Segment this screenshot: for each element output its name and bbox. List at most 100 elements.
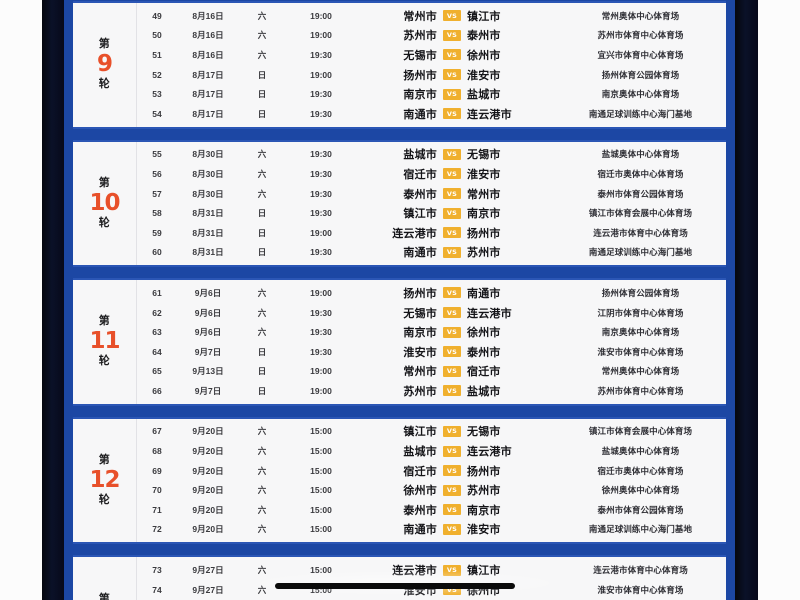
vs-badge: VS [443, 385, 461, 397]
match-date: 8月17日 [192, 69, 224, 80]
table-row[interactable]: 52 8月17日 日 19:00 扬州市 VS 淮安市 扬州体育公园体育场 [137, 65, 726, 85]
away-team[interactable]: 无锡市 [467, 149, 501, 162]
home-team[interactable]: 泰州市 [403, 188, 437, 201]
away-team[interactable]: 淮安市 [467, 69, 501, 82]
vs-cell: VS [437, 168, 467, 180]
table-row[interactable]: 73 9月27日 六 15:00 连云港市 VS 镇江市 连云港市体育中心体育场 [137, 560, 726, 580]
table-row[interactable]: 61 9月6日 六 19:00 扬州市 VS 南通市 扬州体育公园体育场 [137, 283, 726, 303]
home-team[interactable]: 无锡市 [403, 49, 437, 62]
match-number: 60 [152, 247, 162, 258]
match-venue: 常州奥体中心体育场 [601, 366, 680, 377]
away-team[interactable]: 盐城市 [467, 385, 501, 398]
home-team[interactable]: 徐州市 [403, 485, 437, 498]
match-date: 8月16日 [192, 49, 224, 60]
match-date: 9月6日 [194, 287, 222, 298]
home-team[interactable]: 淮安市 [403, 346, 437, 359]
match-weekday: 六 [257, 565, 267, 576]
away-team[interactable]: 宿迁市 [467, 366, 501, 379]
away-team[interactable]: 苏州市 [467, 485, 501, 498]
away-team[interactable]: 扬州市 [467, 465, 501, 478]
home-team[interactable]: 南通市 [403, 247, 437, 260]
table-row[interactable]: 69 9月20日 六 15:00 宿迁市 VS 扬州市 宿迁市奥体中心体育场 [137, 461, 726, 481]
table-row[interactable]: 68 9月20日 六 15:00 盐城市 VS 连云港市 盐城奥体中心体育场 [137, 441, 726, 461]
table-row[interactable]: 60 8月31日 日 19:30 南通市 VS 苏州市 南通足球训练中心海门基地 [137, 243, 726, 263]
home-team[interactable]: 盐城市 [403, 149, 437, 162]
away-team[interactable]: 连云港市 [467, 307, 512, 320]
home-team[interactable]: 扬州市 [403, 69, 437, 82]
away-team[interactable]: 泰州市 [467, 346, 501, 359]
away-team[interactable]: 淮安市 [467, 168, 501, 181]
match-number: 65 [152, 366, 162, 377]
table-row[interactable]: 59 8月31日 日 19:00 连云港市 VS 扬州市 连云港市体育中心体育场 [137, 223, 726, 243]
away-team[interactable]: 南京市 [467, 208, 501, 221]
home-team[interactable]: 盐城市 [403, 446, 437, 459]
match-number: 52 [152, 69, 162, 80]
home-team[interactable]: 连云港市 [392, 565, 437, 578]
table-row[interactable]: 64 9月7日 日 19:30 淮安市 VS 泰州市 淮安市体育中心体育场 [137, 342, 726, 362]
home-team[interactable]: 镇江市 [403, 208, 437, 221]
table-row[interactable]: 55 8月30日 六 19:30 盐城市 VS 无锡市 盐城奥体中心体育场 [137, 145, 726, 165]
round-number: 12 [89, 466, 120, 493]
table-row[interactable]: 51 8月16日 六 19:30 无锡市 VS 徐州市 宜兴市体育中心体育场 [137, 45, 726, 65]
table-row[interactable]: 67 9月20日 六 15:00 镇江市 VS 无锡市 镇江市体育会展中心体育场 [137, 422, 726, 442]
match-time: 19:00 [310, 287, 332, 298]
home-team[interactable]: 常州市 [403, 10, 437, 23]
round-suffix: 轮 [98, 78, 111, 91]
home-team[interactable]: 宿迁市 [403, 465, 437, 478]
away-team[interactable]: 南通市 [467, 287, 501, 300]
vs-cell: VS [437, 445, 467, 457]
match-date: 9月20日 [192, 485, 224, 496]
table-row[interactable]: 70 9月20日 六 15:00 徐州市 VS 苏州市 徐州奥体中心体育场 [137, 480, 726, 500]
vs-badge: VS [443, 307, 461, 319]
away-team[interactable]: 无锡市 [467, 426, 501, 439]
home-team[interactable]: 南京市 [403, 89, 437, 102]
table-row[interactable]: 58 8月31日 日 19:30 镇江市 VS 南京市 镇江市体育会展中心体育场 [137, 203, 726, 223]
home-team[interactable]: 南京市 [403, 327, 437, 340]
away-team[interactable]: 苏州市 [467, 247, 501, 260]
away-team[interactable]: 扬州市 [467, 227, 501, 240]
match-venue: 宿迁市奥体中心体育场 [597, 168, 684, 179]
home-team[interactable]: 常州市 [403, 366, 437, 379]
table-row[interactable]: 71 9月20日 六 15:00 泰州市 VS 南京市 泰州市体育公园体育场 [137, 500, 726, 520]
home-team[interactable]: 宿迁市 [403, 168, 437, 181]
table-row[interactable]: 62 9月6日 六 19:30 无锡市 VS 连云港市 江阴市体育中心体育场 [137, 303, 726, 323]
home-team[interactable]: 南通市 [403, 108, 437, 121]
table-row[interactable]: 56 8月30日 六 19:30 宿迁市 VS 淮安市 宿迁市奥体中心体育场 [137, 164, 726, 184]
away-team[interactable]: 徐州市 [467, 49, 501, 62]
away-team[interactable]: 常州市 [467, 188, 501, 201]
away-team[interactable]: 淮安市 [467, 524, 501, 537]
home-team[interactable]: 连云港市 [392, 227, 437, 240]
away-team[interactable]: 镇江市 [467, 565, 501, 578]
table-row[interactable]: 49 8月16日 六 19:00 常州市 VS 镇江市 常州奥体中心体育场 [137, 6, 726, 26]
home-team[interactable]: 南通市 [403, 524, 437, 537]
match-number: 74 [152, 584, 162, 595]
table-row[interactable]: 53 8月17日 日 19:30 南京市 VS 盐城市 南京奥体中心体育场 [137, 84, 726, 104]
home-team[interactable]: 镇江市 [403, 426, 437, 439]
match-venue: 苏州市体育中心体育场 [597, 385, 684, 396]
vs-cell: VS [437, 307, 467, 319]
home-team[interactable]: 苏州市 [403, 30, 437, 43]
match-date: 9月20日 [192, 446, 224, 457]
table-row[interactable]: 54 8月17日 日 19:30 南通市 VS 连云港市 南通足球训练中心海门基地 [137, 104, 726, 124]
away-team[interactable]: 徐州市 [467, 327, 501, 340]
table-row[interactable]: 66 9月7日 日 19:00 苏州市 VS 盐城市 苏州市体育中心体育场 [137, 381, 726, 401]
away-team[interactable]: 盐城市 [467, 89, 501, 102]
vs-cell: VS [437, 484, 467, 496]
home-team[interactable]: 苏州市 [403, 385, 437, 398]
home-team[interactable]: 无锡市 [403, 307, 437, 320]
away-team[interactable]: 泰州市 [467, 30, 501, 43]
away-team[interactable]: 连云港市 [467, 108, 512, 121]
home-team[interactable]: 扬州市 [403, 287, 437, 300]
match-venue: 扬州体育公园体育场 [601, 287, 680, 298]
away-team[interactable]: 南京市 [467, 504, 501, 517]
away-team[interactable]: 连云港市 [467, 446, 512, 459]
away-team[interactable]: 镇江市 [467, 10, 501, 23]
table-row[interactable]: 63 9月6日 六 19:30 南京市 VS 徐州市 南京奥体中心体育场 [137, 322, 726, 342]
table-row[interactable]: 57 8月30日 六 19:30 泰州市 VS 常州市 泰州市体育公园体育场 [137, 184, 726, 204]
table-row[interactable]: 65 9月13日 日 19:00 常州市 VS 宿迁市 常州奥体中心体育场 [137, 362, 726, 382]
match-number: 67 [152, 426, 162, 437]
home-team[interactable]: 泰州市 [403, 504, 437, 517]
table-row[interactable]: 50 8月16日 六 19:00 苏州市 VS 泰州市 苏州市体育中心体育场 [137, 26, 726, 46]
table-row[interactable]: 72 9月20日 六 15:00 南通市 VS 淮安市 南通足球训练中心海门基地 [137, 520, 726, 540]
match-venue: 镇江市体育会展中心体育场 [588, 208, 693, 219]
